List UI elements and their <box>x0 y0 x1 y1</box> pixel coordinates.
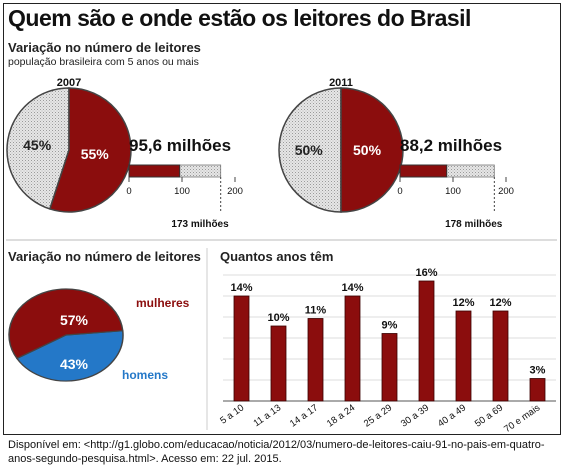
gender-section-title: Variação no número de leitores <box>8 249 201 264</box>
age-category-label: 70 e mais <box>502 402 542 434</box>
legend-women: mulheres <box>136 296 190 310</box>
source-footer: Disponível em: <http://g1.globo.com/educ… <box>8 438 558 466</box>
pie-year-label: 2011 <box>329 77 353 89</box>
age-bar <box>492 310 509 402</box>
age-bar <box>307 318 324 402</box>
bar-axis-tick-label: 100 <box>445 186 461 197</box>
pie-slice-label: 50% <box>295 142 324 158</box>
age-category-label: 11 a 13 <box>252 402 284 429</box>
bar-readers <box>128 164 181 178</box>
age-bar-value-label: 16% <box>415 267 437 279</box>
age-bar <box>233 295 250 402</box>
pie-slice-label: 55% <box>81 146 110 162</box>
pie-slice-others <box>6 87 70 210</box>
legend-men: homens <box>122 368 168 382</box>
pie-year-label: 2007 <box>57 77 81 89</box>
infographic-frame: 2007 55% 45% 95,6 milhões 0 100 200 173 milhões… <box>3 3 561 435</box>
pie-slice-readers <box>48 87 132 213</box>
age-bar-value-label: 11% <box>305 305 327 317</box>
age-bar <box>344 295 361 402</box>
age-category-label: 14 a 17 <box>288 402 320 429</box>
pie-slice-label: 50% <box>353 142 382 158</box>
bar-value-title: 88,2 milhões <box>400 136 502 155</box>
gender-pie <box>8 288 124 382</box>
pie-slice-others <box>278 87 342 213</box>
bar-axis-tick-label: 200 <box>227 186 243 197</box>
bar-total-label: 173 milhões <box>171 219 229 230</box>
top-section-subtitle: população brasileira com 5 anos ou mais <box>8 56 199 68</box>
bar-value-title: 95,6 milhões <box>129 136 231 155</box>
age-section-title: Quantos anos têm <box>220 249 334 264</box>
age-bar <box>455 310 472 402</box>
age-bar <box>418 280 435 402</box>
bar-axis-tick-label: 200 <box>498 186 514 197</box>
bar-axis-tick-label: 0 <box>397 186 402 197</box>
top-section-title: Variação no número de leitores <box>8 40 201 55</box>
bar-readers <box>399 164 448 178</box>
pie-slice-label: 43% <box>60 356 89 372</box>
age-category-label: 50 a 69 <box>473 402 505 429</box>
age-bar <box>529 378 546 402</box>
age-bar-value-label: 12% <box>452 297 474 309</box>
bar-axis-tick-label: 100 <box>174 186 190 197</box>
bar-total-label: 178 milhões <box>445 219 503 230</box>
age-bar <box>270 325 287 402</box>
age-category-label: 40 a 49 <box>436 402 468 429</box>
bar-axis-tick-label: 0 <box>126 186 131 197</box>
source-citation: Disponível em: <http://g1.globo.com/educ… <box>8 439 545 465</box>
pie-slice-label: 45% <box>23 137 52 153</box>
pie-slice-men <box>15 330 124 382</box>
age-bar-value-label: 3% <box>530 365 546 377</box>
age-bar-value-label: 9% <box>382 320 398 332</box>
age-category-label: 30 a 39 <box>399 402 431 429</box>
main-title: Quem são e onde estão os leitores do Bra… <box>8 5 471 31</box>
pie-slice-readers <box>340 87 404 213</box>
age-category-label: 25 a 29 <box>362 402 394 429</box>
age-bar-value-label: 14% <box>341 282 363 294</box>
age-bar <box>381 333 398 402</box>
age-bar-value-label: 14% <box>230 282 252 294</box>
pie-slice-label: 57% <box>60 312 89 328</box>
infographic-canvas: 2007 55% 45% 95,6 milhões 0 100 200 173 milhões… <box>6 77 557 434</box>
age-bar-value-label: 12% <box>489 297 511 309</box>
age-bar-value-label: 10% <box>267 312 289 324</box>
age-category-label: 18 a 24 <box>325 402 357 429</box>
pie-slice-women <box>8 288 124 360</box>
age-category-label: 5 a 10 <box>218 402 246 426</box>
